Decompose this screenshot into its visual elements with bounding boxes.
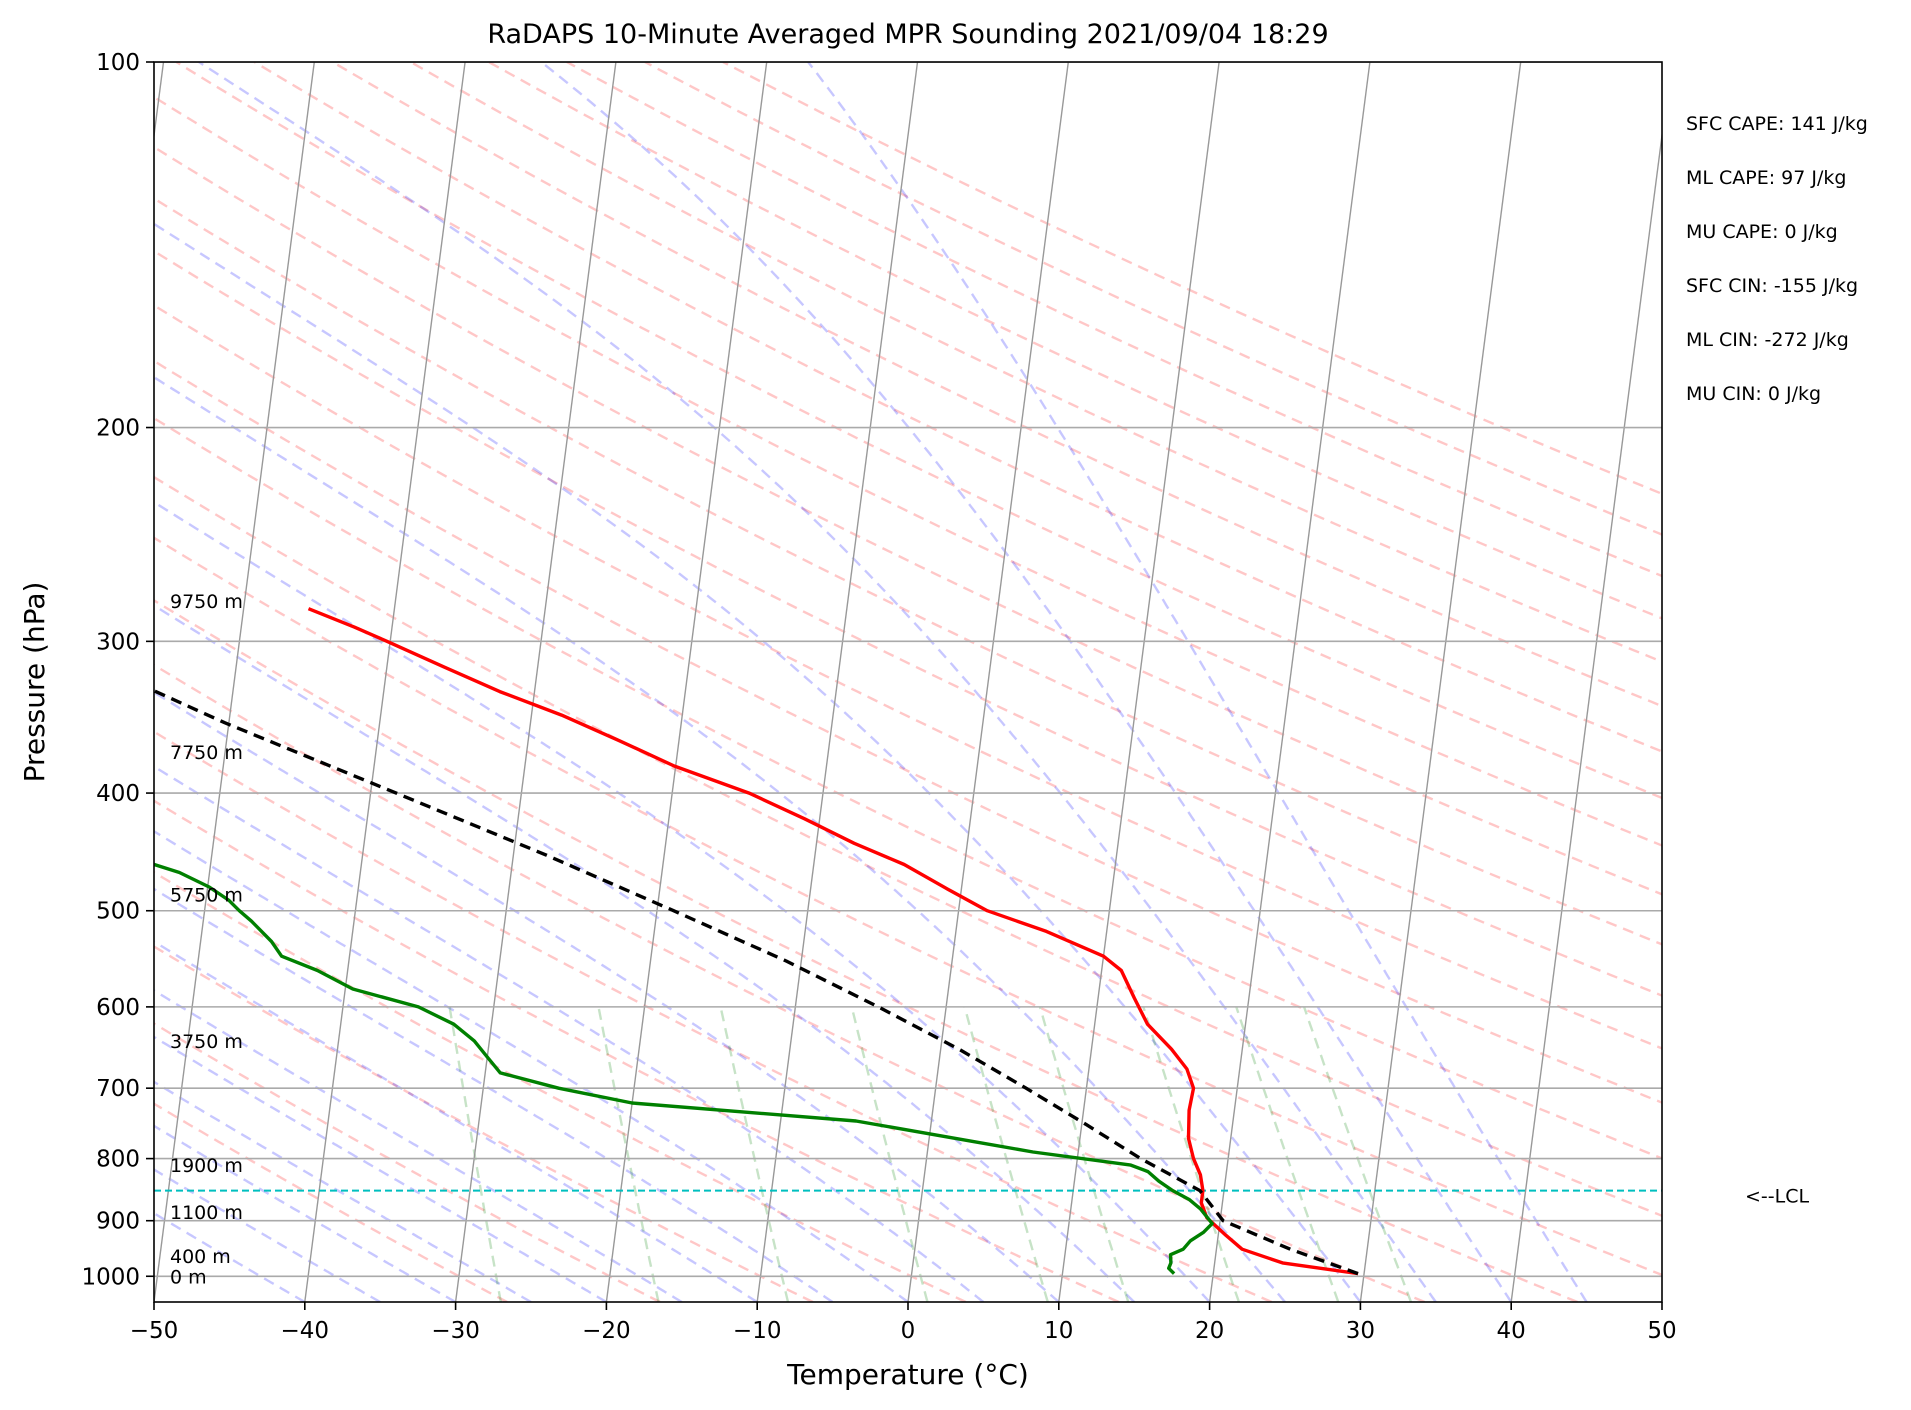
x-tick-label: 0 bbox=[901, 1318, 916, 1344]
x-tick-label: 10 bbox=[1044, 1318, 1073, 1344]
x-tick-label: −50 bbox=[130, 1318, 179, 1344]
dry-adiabat bbox=[0, 62, 507, 1302]
dry-adiabat bbox=[20, 62, 1911, 1302]
lcl-label: <--LCL bbox=[1745, 1186, 1809, 1208]
moist-adiabat bbox=[0, 62, 1059, 1302]
height-label: 5750 m bbox=[170, 885, 243, 907]
dry-adiabat bbox=[0, 62, 660, 1302]
y-axis-label: Pressure (hPa) bbox=[18, 582, 51, 783]
moist-adiabat bbox=[0, 62, 833, 1302]
x-axis: −50 −40 −30 −20 −10 0 10 20 30 40 50 bbox=[130, 1302, 1677, 1344]
indices-block: SFC CAPE: 141 J/kg ML CAPE: 97 J/kg MU CAP… bbox=[1686, 113, 1868, 405]
dry-adiabat bbox=[489, 62, 1911, 1302]
index-text: SFC CIN: -155 J/kg bbox=[1686, 275, 1858, 297]
y-tick-label: 1000 bbox=[81, 1264, 140, 1290]
x-tick-label: −40 bbox=[281, 1318, 330, 1344]
height-label: 0 m bbox=[170, 1266, 207, 1288]
dry-adiabat bbox=[333, 62, 1911, 1302]
y-tick-label: 400 bbox=[96, 781, 140, 807]
y-tick-label: 100 bbox=[96, 50, 140, 76]
chart-title: RaDAPS 10-Minute Averaged MPR Sounding 2… bbox=[487, 19, 1328, 50]
moist-adiabat bbox=[0, 62, 908, 1302]
isotherm bbox=[1662, 62, 1822, 1302]
x-tick-label: −20 bbox=[582, 1318, 631, 1344]
moist-adiabat bbox=[0, 62, 1360, 1302]
index-text: MU CAPE: 0 J/kg bbox=[1686, 221, 1838, 243]
mixing-ratio-line bbox=[852, 1007, 928, 1302]
height-label: 1900 m bbox=[170, 1155, 243, 1177]
y-tick-label: 200 bbox=[96, 416, 140, 442]
y-axis: 100 200 300 400 500 600 700 800 900 1000 bbox=[81, 50, 154, 1290]
index-text: MU CIN: 0 J/kg bbox=[1686, 383, 1821, 405]
height-label: 1100 m bbox=[170, 1202, 243, 1224]
dry-adiabat bbox=[0, 62, 1119, 1302]
isotherm bbox=[0, 62, 13, 1302]
y-tick-label: 700 bbox=[96, 1076, 140, 1102]
x-tick-label: −30 bbox=[431, 1318, 480, 1344]
x-tick-label: 20 bbox=[1195, 1318, 1224, 1344]
isotherm bbox=[1059, 62, 1219, 1302]
mixing-ratio-line bbox=[721, 1007, 788, 1302]
dry-adiabat bbox=[723, 62, 1911, 1302]
dry-adiabat bbox=[411, 62, 1911, 1302]
height-label: 400 m bbox=[170, 1246, 231, 1268]
y-tick-label: 800 bbox=[96, 1147, 140, 1173]
isotherm bbox=[305, 62, 465, 1302]
isotherm bbox=[1360, 62, 1520, 1302]
height-label: 3750 m bbox=[170, 1031, 243, 1053]
x-axis-label: Temperature (°C) bbox=[786, 1358, 1029, 1391]
y-tick-label: 900 bbox=[96, 1209, 140, 1235]
plot-frame bbox=[154, 62, 1662, 1302]
x-tick-label: 40 bbox=[1497, 1318, 1526, 1344]
background-lines bbox=[0, 62, 1911, 1302]
mixing-ratio-line bbox=[965, 1007, 1048, 1302]
y-tick-label: 300 bbox=[96, 629, 140, 655]
moist-adiabat bbox=[0, 62, 1134, 1302]
x-tick-label: −10 bbox=[733, 1318, 782, 1344]
x-tick-label: 50 bbox=[1647, 1318, 1676, 1344]
moist-adiabat bbox=[0, 62, 757, 1302]
index-text: ML CAPE: 97 J/kg bbox=[1686, 167, 1846, 189]
index-text: ML CIN: -272 J/kg bbox=[1686, 329, 1849, 351]
x-tick-label: 30 bbox=[1346, 1318, 1375, 1344]
mixing-ratio-line bbox=[1236, 1007, 1338, 1302]
isotherm bbox=[1210, 62, 1370, 1302]
dry-adiabat bbox=[567, 62, 1911, 1302]
y-tick-label: 500 bbox=[96, 899, 140, 925]
isotherm bbox=[1511, 62, 1671, 1302]
grid-lines bbox=[0, 62, 1822, 1302]
moist-adiabat bbox=[0, 62, 606, 1302]
dry-adiabat bbox=[0, 62, 1425, 1302]
index-text: SFC CAPE: 141 J/kg bbox=[1686, 113, 1868, 135]
isotherm bbox=[908, 62, 1068, 1302]
y-tick-label: 600 bbox=[96, 995, 140, 1021]
moist-adiabat bbox=[0, 62, 456, 1302]
height-label: 7750 m bbox=[170, 742, 243, 764]
mixing-ratio-line bbox=[599, 1007, 659, 1302]
height-label: 9750 m bbox=[170, 591, 243, 613]
